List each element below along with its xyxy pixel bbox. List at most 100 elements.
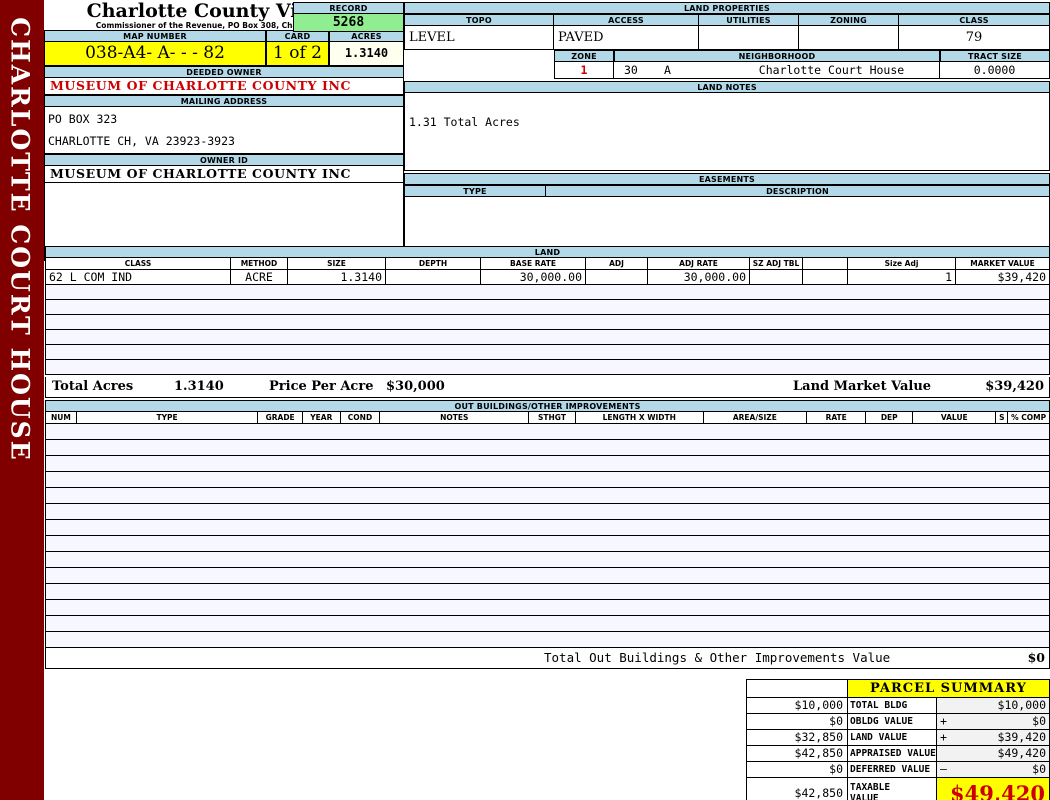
land-properties-title: LAND PROPERTIES [404,2,1050,14]
land-market-value-label: Land Market Value [793,379,932,394]
land-table-empty-cell [586,345,648,360]
land-table-empty-cell [648,345,750,360]
parcel-summary-previous-value: $0 [746,762,847,778]
parcel-summary-amount: – $0 [936,762,1050,778]
out-buildings-empty-rows [45,424,1050,648]
parcel-summary-blank-cell [746,679,847,698]
land-table-empty-cell [750,315,803,330]
land-totals-strip: Total Acres 1.3140 Price Per Acre $30,00… [45,377,1050,398]
acres-value[interactable]: 1.3140 [329,42,404,66]
land-table-empty-cell [481,345,586,360]
locality-sidebar-label: CHARLOTTE COURT HOUSE [5,17,35,462]
record-value[interactable]: 5268 [293,14,404,32]
owner-id-value: MUSEUM OF CHARLOTTE COUNTY INC [44,166,404,183]
deeded-owner-label: DEEDED OWNER [44,66,404,78]
ob-col-rate: RATE [806,412,867,424]
parcel-summary-amount-value: $10,000 [997,698,1046,712]
land-properties-section: LAND PROPERTIES TOPO ACCESS UTILITIES ZO… [404,2,1050,247]
land-table-empty-cell [288,315,386,330]
map-number-label: MAP NUMBER [44,30,266,42]
land-col-size-adj: Size Adj [848,258,956,270]
land-col-depth: DEPTH [386,258,481,270]
easements-body [404,197,1050,247]
neighborhood-code: 30 [624,63,638,77]
land-table-empty-row [45,345,1050,360]
land-table-empty-row [45,360,1050,375]
parcel-summary-row-label: APPRAISED VALUE [847,746,936,762]
out-buildings-empty-row [45,520,1050,536]
parcel-summary-title: PARCEL SUMMARY [847,679,1050,698]
land-cell-adj [586,270,648,285]
parcel-summary-amount-value: $49,420 [997,746,1046,760]
land-table-empty-cell [288,360,386,375]
land-table-empty-cell [750,330,803,345]
neighborhood-value: Charlotte Court House Commercial [758,63,905,77]
topo-label: TOPO [404,14,554,26]
out-buildings-empty-row [45,632,1050,648]
land-table-title: LAND [45,246,1050,258]
taxable-label-line1: TAXABLE [850,782,891,793]
land-table-empty-cell [288,300,386,315]
easements-title: EASEMENTS [404,173,1050,185]
map-number-value-row: 038-A4- A- - - 82 1 of 2 1.3140 [44,42,404,66]
land-table-empty-cell [586,360,648,375]
ob-col-num: NUM [45,412,77,424]
address-line-2: CHARLOTTE CH, VA 23923-3923 [48,134,235,148]
out-buildings-total-value: $0 [1027,650,1045,665]
land-table-empty-cell [288,285,386,300]
ob-col-sthgt: STHGT [529,412,576,424]
parcel-summary-amount-value: $39,420 [997,730,1046,744]
land-table-empty-cell [288,330,386,345]
land-table-empty-cell [231,345,288,360]
taxable-previous-value: $42,850 [746,778,847,800]
map-number-value[interactable]: 038-A4- A- - - 82 [44,42,266,66]
land-table-empty-cell [956,345,1050,360]
parcel-summary-amount-value: $0 [1032,714,1046,728]
out-buildings-empty-row [45,600,1050,616]
taxable-value-row: $42,850 TAXABLE VALUE $49,420 [746,778,1050,800]
land-table-empty-cell [648,330,750,345]
ob-col-length-x-width: LENGTH X WIDTH [575,412,704,424]
land-table-empty-cell [848,345,956,360]
neighborhood-type: A [664,63,671,77]
county-title: Charlotte County Virginia [86,0,362,22]
neighborhood-label: NEIGHBORHOOD [614,50,940,62]
land-cell-base-rate: 30,000.00 [481,270,586,285]
land-table-empty-cell [956,360,1050,375]
easements-header-row: TYPE DESCRIPTION [404,185,1050,197]
land-col-market-value: MARKET VALUE [956,258,1050,270]
utilities-value [699,26,799,50]
land-col-adj-rate: ADJ RATE [648,258,750,270]
land-table-empty-cell [750,300,803,315]
land-cell-adj-rate: 30,000.00 [648,270,750,285]
ob-col-area-size: AREA/SIZE [703,412,807,424]
land-cell-size-adj: 1 [848,270,956,285]
land-col-blank [803,258,848,270]
ob-col-cond: COND [340,412,381,424]
easement-description-label: DESCRIPTION [546,185,1050,197]
parcel-summary-title-row: PARCEL SUMMARY [746,679,1050,698]
zone-value-row: 1 30 A Charlotte Court House Commercial … [404,62,1050,79]
parcel-summary-row-label: LAND VALUE [847,730,936,746]
land-table-empty-cell [386,285,481,300]
land-col-sz-adj-tbl: SZ ADJ TBL [750,258,803,270]
land-cell-class: 62 L COM IND [45,270,231,285]
land-notes-box: 1.31 Total Acres [404,93,1050,171]
land-notes-text: 1.31 Total Acres [409,115,520,129]
parcel-summary-amount: $10,000 [936,698,1050,714]
parcel-summary-amount: + $39,420 [936,730,1050,746]
land-table-empty-cell [648,300,750,315]
card-value[interactable]: 1 of 2 [266,42,329,66]
parcel-summary-operator: – [940,762,947,776]
out-buildings-empty-row [45,568,1050,584]
out-buildings-table: OUT BUILDINGS/OTHER IMPROVEMENTS NUM TYP… [45,400,1050,669]
land-table-empty-cell [848,285,956,300]
land-table: LAND CLASS METHOD SIZE DEPTH BASE RATE A… [45,246,1050,375]
land-table-empty-row [45,285,1050,300]
land-table-empty-cell [956,330,1050,345]
taxable-value-amount: $49,420 [936,778,1050,800]
land-properties-header-row: TOPO ACCESS UTILITIES ZONING CLASS [404,14,1050,26]
